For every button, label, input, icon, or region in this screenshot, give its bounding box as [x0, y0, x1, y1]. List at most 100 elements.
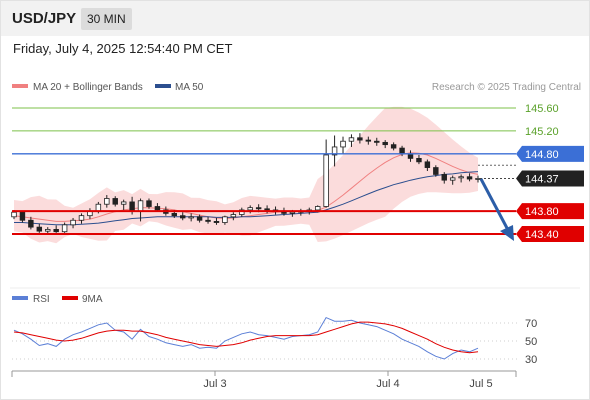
candle	[70, 217, 76, 229]
level-label-s2: 143.40	[525, 229, 559, 241]
candle-body	[433, 167, 439, 175]
rsi-ma-legend-swatch	[62, 296, 78, 300]
candle	[340, 136, 346, 154]
rsi-ma-legend-label: 9MA	[82, 294, 103, 305]
candle-body	[129, 201, 135, 212]
candle	[213, 217, 220, 225]
candle	[458, 174, 464, 183]
ma50-line	[14, 171, 479, 226]
candle	[323, 139, 329, 208]
candle-body	[390, 144, 397, 149]
moving-averages	[13, 152, 479, 226]
candle	[45, 227, 51, 234]
candle	[180, 212, 186, 221]
candle-body	[78, 215, 85, 221]
price-levels: 145.60 145.20 144.80 143.80 143.40 144.37	[12, 103, 584, 242]
candle	[433, 165, 439, 177]
candle	[28, 216, 34, 230]
candle-body	[399, 147, 405, 155]
candle-body	[365, 139, 372, 142]
ma50-legend-label: MA 50	[175, 82, 204, 93]
candle-body	[331, 146, 338, 156]
candle-body	[171, 212, 178, 217]
rsi-tick-70: 70	[525, 318, 537, 330]
candle-body	[112, 198, 118, 205]
candle	[154, 203, 161, 212]
candle-body	[11, 211, 17, 218]
candle	[188, 213, 194, 222]
candlesticks	[11, 133, 481, 234]
candle-body	[154, 206, 161, 211]
candle-body	[28, 219, 34, 228]
header-bar: USD/JPY 30 MIN	[1, 1, 589, 36]
candle	[205, 216, 211, 224]
candle-body	[314, 206, 321, 211]
candle-body	[466, 176, 473, 180]
candle	[53, 225, 59, 233]
candle-body	[230, 214, 237, 218]
candle	[357, 133, 363, 144]
candle-body	[449, 177, 456, 181]
ma50-legend-swatch	[155, 84, 171, 88]
rsi-lines	[13, 316, 479, 360]
candle-body	[180, 215, 186, 219]
candle-body	[255, 207, 262, 210]
candle	[365, 136, 372, 145]
symbol-title: USD/JPY	[12, 10, 77, 27]
x-label-jul5: Jul 5	[469, 378, 492, 390]
candle	[146, 198, 152, 209]
candle-body	[348, 137, 355, 142]
rsi-ma-line	[13, 321, 479, 354]
x-label-jul4: Jul 4	[376, 378, 399, 390]
chart-credit: Research © 2025 Trading Central	[432, 82, 581, 93]
candle	[196, 214, 203, 223]
candle-body	[416, 157, 422, 163]
candle	[230, 212, 237, 221]
candle-body	[289, 211, 296, 214]
candle	[466, 173, 473, 182]
rsi-legend-swatch	[12, 296, 28, 300]
candle-body	[340, 140, 346, 148]
candle	[61, 222, 68, 233]
candle-body	[104, 198, 110, 205]
level-tag-last	[516, 170, 584, 187]
candle	[416, 154, 422, 165]
candle	[239, 207, 245, 217]
level-tag-pivot	[516, 145, 584, 162]
candle	[390, 142, 397, 151]
candle-body	[19, 211, 26, 221]
candle-body	[475, 178, 481, 180]
bollinger-band-area	[14, 106, 478, 244]
rsi-line	[13, 316, 479, 360]
candle-body	[70, 219, 76, 226]
candle	[449, 175, 456, 185]
ma20-legend-swatch	[12, 84, 28, 88]
level-tag-s1	[516, 203, 584, 220]
candle-body	[196, 216, 203, 221]
candle-body	[239, 209, 245, 215]
candle-body	[36, 226, 43, 232]
candle	[331, 135, 338, 167]
candle	[19, 211, 26, 223]
candle-body	[137, 200, 144, 212]
candle-body	[247, 207, 253, 211]
candle-body	[374, 140, 380, 143]
candle-body	[120, 201, 127, 205]
candle-body	[61, 224, 68, 233]
forecast-arrow	[479, 178, 514, 241]
bollinger-band	[14, 106, 478, 244]
level-label-last: 144.37	[525, 173, 559, 185]
candle	[374, 137, 380, 146]
timeframe-button[interactable]: 30 MIN	[81, 8, 132, 30]
level-label-pivot: 144.80	[525, 149, 559, 161]
candle-body	[188, 216, 194, 219]
candle-body	[205, 219, 211, 222]
candle	[120, 199, 127, 210]
candle	[36, 223, 43, 233]
level-label-s1: 143.80	[525, 206, 559, 218]
candle	[382, 140, 388, 149]
candle	[112, 196, 118, 207]
candle	[441, 172, 447, 184]
candle-body	[95, 203, 102, 212]
candle	[348, 134, 355, 147]
